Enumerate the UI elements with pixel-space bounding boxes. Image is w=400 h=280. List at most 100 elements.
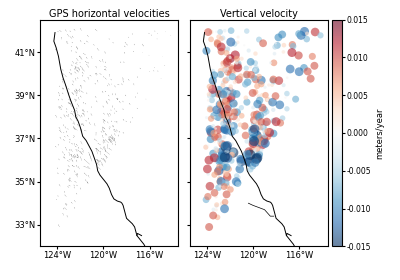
Point <box>210 78 216 83</box>
Point <box>243 66 250 70</box>
Point <box>224 90 230 95</box>
Point <box>270 131 277 136</box>
Point <box>230 72 236 76</box>
Point <box>246 48 252 53</box>
Point <box>235 166 242 171</box>
Point <box>207 129 214 134</box>
Point <box>248 60 254 64</box>
Point <box>206 94 212 98</box>
Point <box>209 105 215 109</box>
Point <box>224 107 230 111</box>
Point <box>224 91 230 96</box>
Point <box>222 155 229 160</box>
Point <box>211 73 217 77</box>
Point <box>250 60 256 65</box>
Point <box>230 90 236 95</box>
Point <box>270 78 276 83</box>
Point <box>247 153 253 157</box>
Point <box>214 169 221 174</box>
Point <box>252 68 258 73</box>
Point <box>246 160 252 164</box>
Point <box>216 141 223 145</box>
Point <box>264 98 270 102</box>
Point <box>266 130 273 135</box>
Point <box>249 128 256 132</box>
Point <box>228 66 234 70</box>
Point <box>270 80 277 85</box>
Point <box>247 65 254 69</box>
Point <box>271 52 278 56</box>
Point <box>258 120 264 124</box>
Point <box>221 67 228 72</box>
Point <box>301 29 308 34</box>
Point <box>212 126 219 131</box>
Point <box>250 141 256 146</box>
Point <box>221 143 228 148</box>
Point <box>214 215 221 220</box>
Point <box>217 158 224 162</box>
Point <box>289 50 295 55</box>
Point <box>222 90 228 95</box>
Point <box>252 127 258 132</box>
Point <box>238 106 244 110</box>
Point <box>296 32 302 36</box>
Point <box>251 130 258 134</box>
Point <box>270 118 277 123</box>
Point <box>266 83 272 87</box>
Point <box>235 61 242 66</box>
Point <box>219 150 225 154</box>
Point <box>218 154 224 158</box>
Point <box>226 69 232 73</box>
Point <box>227 56 234 61</box>
Point <box>215 114 222 118</box>
Point <box>223 89 230 94</box>
Point <box>246 163 252 168</box>
Point <box>222 153 228 158</box>
Point <box>235 35 241 39</box>
Point <box>244 29 250 33</box>
Point <box>214 108 220 112</box>
Point <box>231 114 237 119</box>
Point <box>249 147 256 152</box>
Point <box>224 60 230 65</box>
Point <box>226 68 232 72</box>
Point <box>252 149 259 153</box>
Point <box>234 92 240 96</box>
Point <box>284 76 290 80</box>
Point <box>317 33 324 38</box>
Point <box>280 83 287 87</box>
Point <box>234 181 241 185</box>
Point <box>222 78 229 83</box>
Point <box>231 110 238 114</box>
Point <box>228 142 235 146</box>
Point <box>215 115 221 119</box>
Point <box>309 54 316 59</box>
Point <box>205 98 212 102</box>
Point <box>236 162 242 167</box>
Point <box>226 167 232 171</box>
Point <box>265 134 271 139</box>
Point <box>215 134 221 139</box>
Point <box>256 37 262 42</box>
Point <box>264 120 270 124</box>
Point <box>208 37 214 41</box>
Point <box>250 105 256 110</box>
Point <box>224 120 230 125</box>
Point <box>206 158 212 162</box>
Point <box>203 197 209 202</box>
Point <box>209 98 215 102</box>
Point <box>290 44 296 48</box>
Point <box>225 70 232 74</box>
Point <box>216 154 222 158</box>
Point <box>261 107 268 111</box>
Point <box>203 145 209 150</box>
Point <box>254 102 261 106</box>
Point <box>253 157 260 161</box>
Point <box>246 149 252 154</box>
Point <box>234 40 241 45</box>
Point <box>224 59 231 63</box>
Point <box>213 195 219 199</box>
Point <box>258 78 264 83</box>
Point <box>223 88 230 93</box>
Point <box>230 124 237 128</box>
